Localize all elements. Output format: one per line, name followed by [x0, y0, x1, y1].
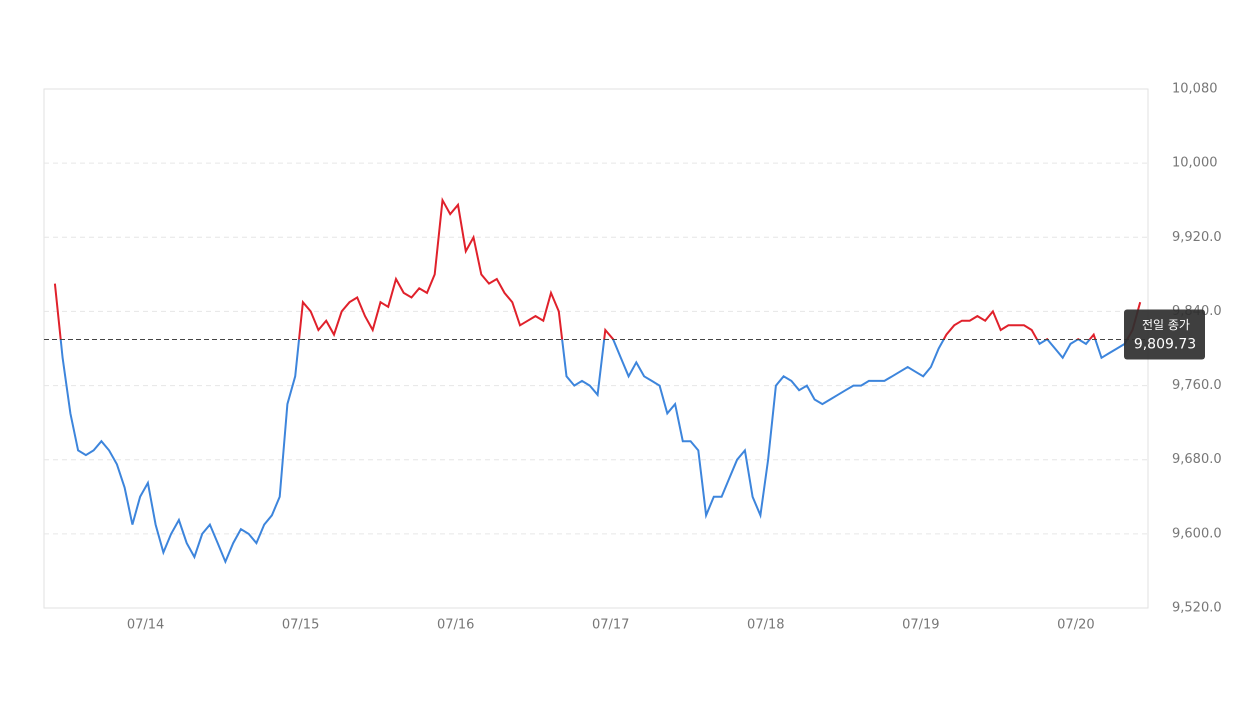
y-tick-label: 9,760.0 — [1172, 378, 1222, 393]
y-tick-label: 10,080 — [1172, 82, 1218, 97]
reference-tooltip — [1124, 309, 1205, 360]
x-tick-label: 07/16 — [437, 618, 474, 633]
x-tick-label: 07/14 — [127, 618, 164, 633]
x-tick-label: 07/20 — [1057, 618, 1094, 633]
plot-frame — [43, 88, 1149, 609]
reference-value: 9,809.73 — [1134, 336, 1196, 352]
price-line-above — [53, 196, 1142, 340]
price-line-below — [59, 339, 1129, 565]
x-tick-label: 07/17 — [592, 618, 629, 633]
y-tick-label: 9,920.0 — [1172, 230, 1222, 245]
y-tick-label: 9,680.0 — [1172, 452, 1222, 467]
x-tick-label: 07/18 — [747, 618, 784, 633]
reference-label: 전일 종가 — [1142, 318, 1190, 332]
y-tick-label: 10,000 — [1172, 156, 1218, 171]
x-tick-label: 07/19 — [902, 618, 939, 633]
y-tick-label: 9,600.0 — [1172, 526, 1222, 541]
x-tick-label: 07/15 — [282, 618, 319, 633]
y-tick-label: 9,520.0 — [1172, 601, 1222, 616]
